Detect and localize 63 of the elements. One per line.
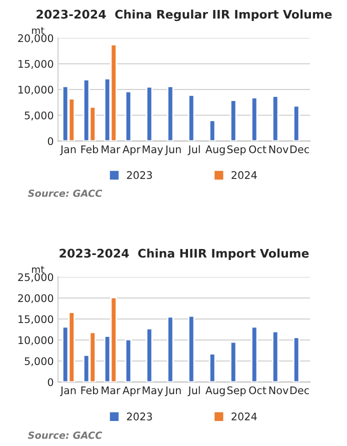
y-tick-label: 20,000 — [18, 294, 54, 304]
x-tick-label: Aug — [205, 386, 225, 396]
bar — [208, 353, 216, 382]
bar — [272, 96, 279, 141]
x-tick-label: Jun — [164, 145, 181, 156]
legend-label: 2024 — [232, 171, 257, 180]
chart-title: 2023-2024 China Regular IIR Import Volume — [36, 10, 332, 22]
bar — [124, 90, 132, 141]
bar — [146, 86, 153, 141]
x-tick-label: May — [142, 145, 163, 156]
y-tick-label: 5,000 — [24, 111, 54, 120]
legend-label: 2024 — [232, 412, 257, 420]
bar — [166, 86, 174, 141]
x-tick-label: Oct — [249, 145, 266, 154]
y-tick-label: 15,000 — [18, 315, 54, 324]
bar — [208, 120, 216, 141]
x-tick-label: Jul — [188, 145, 200, 156]
source-note: Source: GACC — [28, 190, 102, 197]
y-tick-label: 10,000 — [18, 86, 54, 95]
x-tick-label: Jul — [188, 386, 200, 396]
y-axis-title: mt — [32, 27, 44, 34]
x-tick-label: Apr — [122, 145, 141, 156]
x-tick-label: Jan — [60, 386, 76, 396]
x-tick-label: Aug — [205, 145, 225, 156]
x-tick-label: Mar — [102, 386, 120, 394]
x-tick-label: Sep — [227, 386, 246, 396]
bar — [292, 336, 300, 382]
y-tick-label: 15,000 — [18, 60, 54, 69]
bar — [188, 94, 195, 141]
y-tick-label: 0 — [48, 378, 54, 386]
source-note: Source: GACC — [28, 432, 102, 439]
x-tick-label: Jun — [164, 386, 181, 396]
bar — [230, 100, 237, 141]
bar — [124, 338, 132, 382]
y-tick-label: 5,000 — [24, 357, 54, 366]
x-tick-label: Feb — [81, 386, 98, 394]
y-tick-label: 20,000 — [18, 34, 54, 44]
bar — [272, 330, 279, 382]
x-tick-label: Sep — [227, 145, 246, 156]
x-tick-label: Nov — [269, 386, 288, 394]
x-tick-label: Apr — [122, 386, 141, 396]
x-tick-label: Mar — [102, 145, 120, 154]
x-tick-label: May — [142, 386, 163, 396]
bar — [166, 316, 174, 382]
chart-title: 2023-2024 China HIIR Import Volume — [60, 248, 309, 260]
x-tick-label: Dec — [290, 145, 309, 154]
legend-label: 2023 — [127, 171, 152, 180]
legend-label: 2023 — [127, 412, 152, 420]
x-tick-label: Nov — [269, 145, 288, 154]
bar — [188, 315, 195, 382]
x-tick-label: Dec — [290, 386, 309, 394]
x-tick-label: Feb — [81, 145, 98, 154]
bar — [146, 328, 153, 382]
bar — [230, 341, 237, 382]
bar — [250, 326, 258, 382]
y-axis-title: mt — [32, 266, 44, 273]
x-tick-label: Jan — [60, 145, 76, 156]
bar — [250, 97, 258, 141]
y-tick-label: 10,000 — [18, 336, 54, 346]
bar — [292, 105, 300, 141]
y-tick-label: 25,000 — [18, 273, 54, 282]
y-tick-label: 0 — [48, 137, 54, 146]
x-tick-label: Oct — [249, 386, 266, 394]
